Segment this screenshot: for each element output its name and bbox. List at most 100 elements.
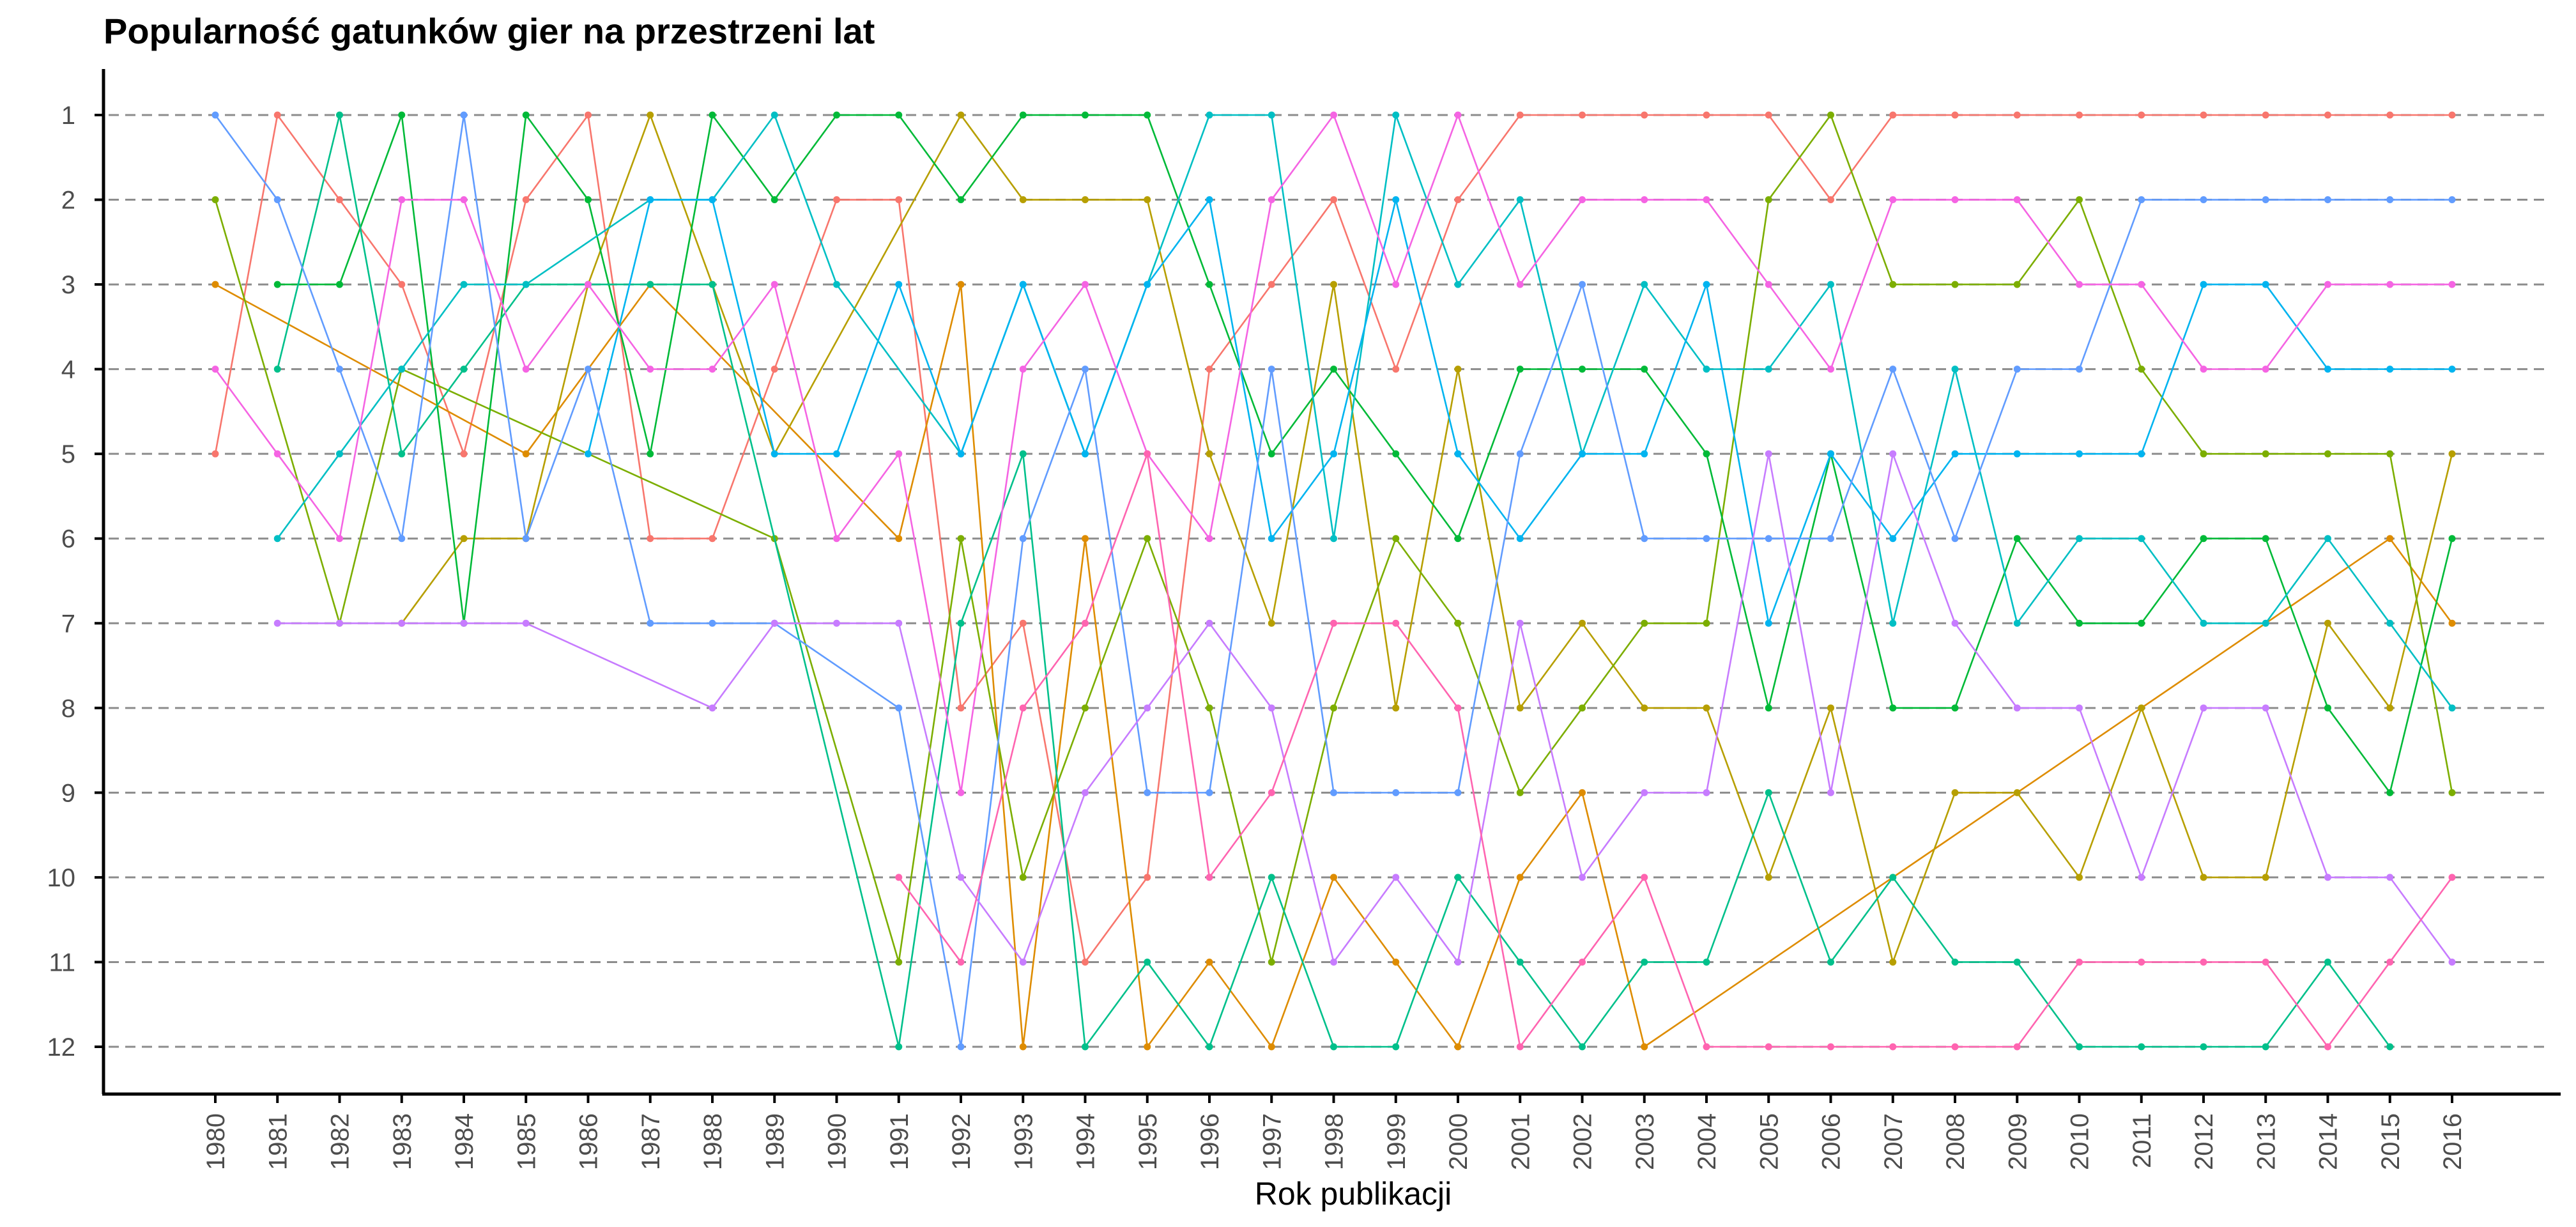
- point-s7-2003: [1641, 281, 1648, 288]
- point-s3-2005: [1765, 874, 1772, 881]
- point-s1-2008: [1951, 111, 1959, 119]
- point-s5-2015: [2386, 789, 2394, 796]
- point-s8-2012: [2200, 281, 2207, 288]
- point-s6-1988: [709, 281, 716, 288]
- point-s9-1988: [709, 619, 716, 627]
- point-s6-2002: [1579, 1043, 1586, 1051]
- point-s10-1984: [460, 619, 468, 627]
- point-s9-1983: [398, 535, 406, 543]
- point-s8-2000: [1454, 450, 1462, 458]
- point-s10-2001: [1516, 619, 1524, 627]
- point-s1-2007: [1889, 111, 1897, 119]
- point-s11-2002: [1579, 196, 1586, 204]
- series-8: [585, 196, 2456, 627]
- x-tick-label-2011: 2011: [2128, 1113, 2156, 1168]
- point-s1-1994: [1082, 958, 1089, 966]
- point-s10-2000: [1454, 958, 1462, 966]
- point-s7-1997: [1268, 111, 1275, 119]
- point-s1-1998: [1330, 196, 1337, 204]
- x-tick-label-2013: 2013: [2252, 1113, 2280, 1170]
- point-s7-2015: [2386, 619, 2394, 627]
- point-s9-2016: [2448, 196, 2456, 204]
- point-s9-1998: [1330, 789, 1337, 796]
- point-s3-1995: [1144, 196, 1151, 204]
- point-s5-2011: [2138, 619, 2145, 627]
- point-s9-2007: [1889, 366, 1897, 373]
- point-s11-2016: [2448, 281, 2456, 288]
- point-s10-2013: [2262, 704, 2269, 712]
- point-s8-2016: [2448, 366, 2456, 373]
- point-s8-1994: [1082, 450, 1089, 458]
- x-tick-label-1997: 1997: [1258, 1113, 1286, 1170]
- point-s9-2010: [2076, 366, 2083, 373]
- point-s4-2006: [1827, 111, 1834, 119]
- x-tick-label-2006: 2006: [1818, 1113, 1846, 1170]
- point-s4-2014: [2324, 450, 2331, 458]
- point-s10-1999: [1392, 874, 1400, 881]
- point-s4-1999: [1392, 535, 1400, 543]
- point-s5-1994: [1082, 111, 1089, 119]
- x-tick-label-1989: 1989: [761, 1113, 789, 1170]
- point-s11-1983: [398, 196, 406, 204]
- point-s5-2016: [2448, 535, 2456, 543]
- point-s1-1997: [1268, 281, 1275, 288]
- point-s5-2003: [1641, 366, 1648, 373]
- series-line-5: [277, 114, 2453, 794]
- point-s6-1996: [1206, 1043, 1213, 1051]
- point-s11-1993: [1019, 366, 1027, 373]
- point-s11-1987: [647, 366, 654, 373]
- point-s1-2006: [1827, 196, 1834, 204]
- point-s9-2015: [2386, 196, 2394, 204]
- series-line-3: [401, 114, 2453, 963]
- y-tick-label-8: 8: [61, 695, 75, 723]
- x-tick-label-2015: 2015: [2377, 1113, 2405, 1170]
- point-s1-2001: [1516, 111, 1524, 119]
- point-s5-2013: [2262, 535, 2269, 543]
- point-s11-2015: [2386, 281, 2394, 288]
- point-s7-1996: [1206, 111, 1213, 119]
- point-s11-2011: [2138, 281, 2145, 288]
- x-tick-label-1980: 1980: [202, 1113, 230, 1170]
- point-s5-2000: [1454, 535, 1462, 543]
- point-s1-2014: [2324, 111, 2331, 119]
- point-s6-1987: [647, 281, 654, 288]
- point-s10-2012: [2200, 704, 2207, 712]
- y-tick-label-7: 7: [61, 610, 75, 638]
- point-s10-2014: [2324, 874, 2331, 881]
- point-s10-2010: [2076, 704, 2083, 712]
- point-s5-2007: [1889, 704, 1897, 712]
- point-s8-2006: [1827, 450, 1834, 458]
- point-s5-2012: [2200, 535, 2207, 543]
- point-s6-1999: [1392, 1043, 1400, 1051]
- series-6: [273, 111, 2394, 1051]
- point-s1-1991: [895, 196, 903, 204]
- x-tick-label-1993: 1993: [1009, 1113, 1038, 1170]
- point-s8-1991: [895, 281, 903, 288]
- point-s4-2010: [2076, 196, 2083, 204]
- x-tick-label-2010: 2010: [2066, 1113, 2094, 1170]
- axes: [102, 69, 2561, 1096]
- point-s7-1999: [1392, 111, 1400, 119]
- point-s3-1984: [460, 535, 468, 543]
- series-line-2: [215, 283, 2453, 1048]
- point-s3-2000: [1454, 366, 1462, 373]
- point-s4-2001: [1516, 789, 1524, 796]
- point-s11-2001: [1516, 281, 1524, 288]
- point-s11-2000: [1454, 111, 1462, 119]
- point-s5-1995: [1144, 111, 1151, 119]
- point-s11-1980: [211, 366, 219, 373]
- point-s6-1991: [895, 1043, 903, 1051]
- point-s1-1985: [522, 196, 530, 204]
- point-s12-2000: [1454, 704, 1462, 712]
- point-s12-1998: [1330, 619, 1337, 627]
- point-s10-1985: [522, 619, 530, 627]
- point-s10-1989: [770, 619, 778, 627]
- point-s9-1997: [1268, 366, 1275, 373]
- point-s1-2013: [2262, 111, 2269, 119]
- point-s7-2012: [2200, 619, 2207, 627]
- point-s5-1996: [1206, 281, 1213, 288]
- point-s2-1996: [1206, 958, 1213, 966]
- point-s7-1985: [522, 281, 530, 288]
- point-s11-1992: [957, 789, 965, 796]
